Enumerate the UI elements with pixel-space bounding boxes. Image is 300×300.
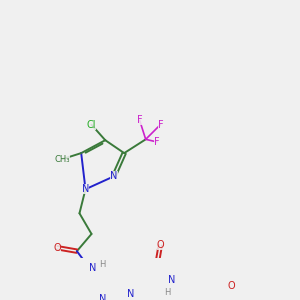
Text: F: F xyxy=(158,120,163,130)
Text: F: F xyxy=(137,116,142,125)
Text: Cl: Cl xyxy=(87,120,96,130)
Text: H: H xyxy=(99,260,105,268)
Text: N: N xyxy=(128,289,135,299)
Text: O: O xyxy=(157,240,164,250)
Text: O: O xyxy=(227,280,235,291)
Text: N: N xyxy=(89,263,96,273)
Text: N: N xyxy=(168,274,175,284)
Text: O: O xyxy=(53,243,61,253)
Text: CH₃: CH₃ xyxy=(55,154,70,164)
Text: F: F xyxy=(154,137,160,147)
Text: N: N xyxy=(99,294,106,300)
Text: N: N xyxy=(110,171,118,181)
Text: H: H xyxy=(164,288,170,297)
Text: N: N xyxy=(82,184,89,194)
